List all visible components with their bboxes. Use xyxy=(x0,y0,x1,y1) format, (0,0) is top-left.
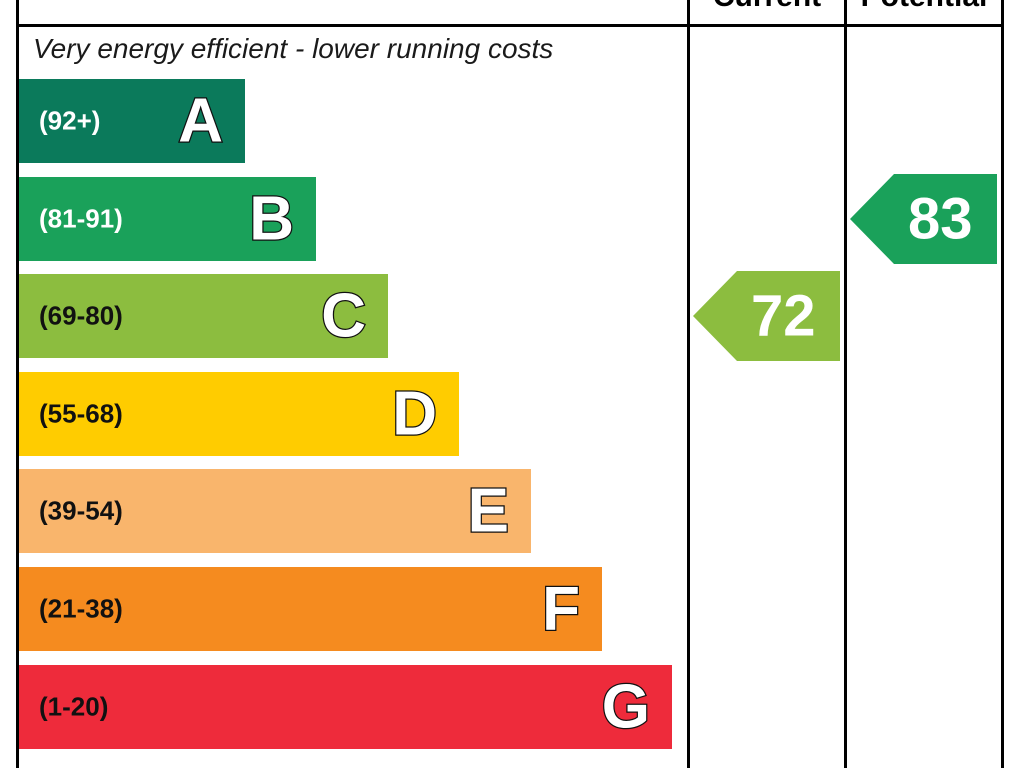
current-column-header: Current xyxy=(690,0,844,14)
potential-rating-arrow-shape xyxy=(850,174,997,264)
band-range-label: (39-54) xyxy=(39,495,123,526)
top-caption: Very energy efficient - lower running co… xyxy=(33,33,554,64)
band-range-label: (81-91) xyxy=(39,203,123,234)
potential-rating-arrow-value: 83 xyxy=(908,186,973,252)
left-border xyxy=(16,0,19,768)
current-rating-arrow: 72 xyxy=(693,271,840,361)
band-c: (69-80) C xyxy=(19,274,388,359)
band-letter-label: B xyxy=(248,183,295,255)
band-range-label: (21-38) xyxy=(39,593,123,624)
current-column-left-border xyxy=(687,0,690,768)
current-rating-arrow-shape xyxy=(693,271,840,361)
band-range-label: (92+) xyxy=(39,105,101,136)
band-g: (1-20) G xyxy=(19,664,672,749)
band-letter-label: F xyxy=(541,573,581,645)
band-e: (39-54) E xyxy=(19,469,531,554)
band-a: (92+) A xyxy=(19,79,245,163)
band-f: (21-38) F xyxy=(19,567,602,651)
band-d: (55-68) D xyxy=(19,371,459,456)
band-range-label: (69-80) xyxy=(39,300,123,331)
band-letter-label: A xyxy=(177,85,224,157)
band-b: (81-91) B xyxy=(19,176,316,261)
band-letter-label: G xyxy=(601,671,652,743)
potential-rating-arrow: 83 xyxy=(850,174,997,264)
band-letter-label: D xyxy=(391,378,438,450)
band-letter-label: E xyxy=(466,476,510,548)
band-range-label: (55-68) xyxy=(39,398,123,429)
band-letter-label: C xyxy=(320,280,367,352)
band-range-label: (1-20) xyxy=(39,691,109,722)
current-rating-arrow-value: 72 xyxy=(751,283,816,349)
right-border xyxy=(1001,0,1004,768)
header-bottom-border xyxy=(16,24,1004,27)
potential-column-left-border xyxy=(844,0,847,768)
potential-column-header: Potential xyxy=(847,0,1001,14)
